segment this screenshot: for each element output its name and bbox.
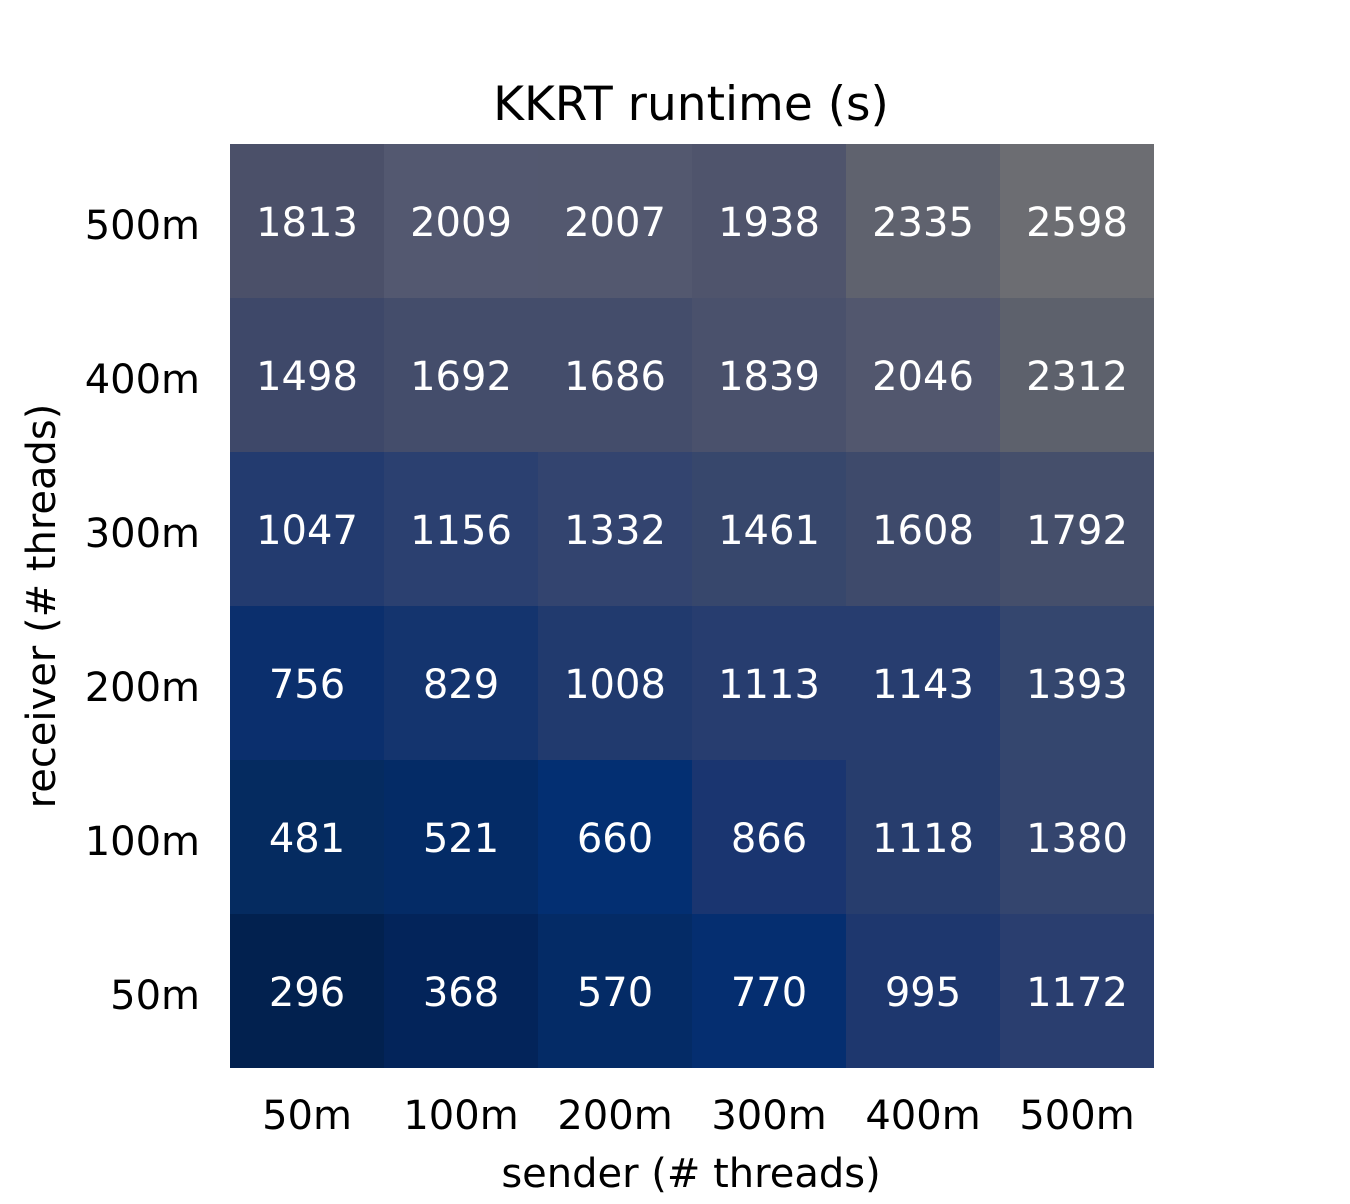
x-tick-label: 500m	[1019, 1093, 1134, 1139]
cell-value-label: 1047	[256, 508, 358, 554]
heatmap-cell	[846, 452, 1000, 606]
heatmap-cell	[538, 298, 692, 452]
heatmap-cell	[230, 298, 384, 452]
heatmap-cells: 1813 2009 2007 1938 2335 2598 1498 1692 1686 1839…	[230, 144, 1154, 1068]
cell-value-label: 1813	[256, 200, 358, 246]
x-tick-label: 50m	[262, 1093, 352, 1139]
heatmap-cell	[692, 452, 846, 606]
heatmap-cell	[384, 452, 538, 606]
heatmap-cell	[384, 606, 538, 760]
heatmap-cell	[384, 914, 538, 1068]
cell-value-label: 660	[577, 816, 653, 862]
cell-value-label: 829	[423, 662, 499, 708]
x-tick-label: 200m	[557, 1093, 672, 1139]
cell-value-label: 1792	[1026, 508, 1128, 554]
x-tick-label: 300m	[711, 1093, 826, 1139]
cell-value-label: 2007	[564, 200, 666, 246]
heatmap-cell	[230, 914, 384, 1068]
cell-value-label: 1839	[718, 354, 820, 400]
y-axis-label: receiver (# threads)	[19, 404, 65, 809]
heatmap-cell	[538, 914, 692, 1068]
heatmap-cell	[538, 606, 692, 760]
cell-value-label: 1008	[564, 662, 666, 708]
cell-value-label: 1332	[564, 508, 666, 554]
heatmap-cell	[230, 452, 384, 606]
cell-value-label: 2009	[410, 200, 512, 246]
heatmap-cell	[846, 298, 1000, 452]
cell-value-label: 1461	[718, 508, 820, 554]
heatmap-cell	[846, 914, 1000, 1068]
heatmap-cell	[1000, 144, 1154, 298]
cell-value-label: 1686	[564, 354, 666, 400]
heatmap-cell	[230, 144, 384, 298]
cell-value-label: 1380	[1026, 816, 1128, 862]
cell-value-label: 368	[423, 970, 499, 1016]
cell-value-label: 866	[731, 816, 807, 862]
cell-value-label: 2046	[872, 354, 974, 400]
heatmap-cell	[692, 606, 846, 760]
cell-value-label: 770	[731, 970, 807, 1016]
heatmap-cell	[846, 606, 1000, 760]
cell-value-label: 481	[269, 816, 345, 862]
heatmap-cell	[538, 144, 692, 298]
x-tick-label: 400m	[865, 1093, 980, 1139]
cell-value-label: 2598	[1026, 200, 1128, 246]
heatmap-cell	[538, 452, 692, 606]
heatmap-cell	[230, 760, 384, 914]
heatmap-cell	[846, 144, 1000, 298]
y-tick-label: 100m	[85, 819, 200, 865]
heatmap-cell	[230, 606, 384, 760]
x-tick-label: 100m	[403, 1093, 518, 1139]
cell-value-label: 1143	[872, 662, 974, 708]
y-tick-label: 200m	[85, 665, 200, 711]
x-axis-label: sender (# threads)	[501, 1151, 880, 1197]
heatmap-cell	[1000, 760, 1154, 914]
cell-value-label: 756	[269, 662, 345, 708]
cell-value-label: 1938	[718, 200, 820, 246]
heatmap-cell	[1000, 452, 1154, 606]
cell-value-label: 1498	[256, 354, 358, 400]
cell-value-label: 2335	[872, 200, 974, 246]
cell-value-label: 1118	[872, 816, 974, 862]
heatmap-cell	[384, 760, 538, 914]
heatmap-cell	[692, 144, 846, 298]
heatmap-cell	[692, 914, 846, 1068]
cell-value-label: 296	[269, 970, 345, 1016]
cell-value-label: 570	[577, 970, 653, 1016]
chart-title: KKRT runtime (s)	[493, 77, 889, 132]
heatmap-cell	[384, 298, 538, 452]
cell-value-label: 1692	[410, 354, 512, 400]
heatmap-cell	[1000, 914, 1154, 1068]
y-tick-labels: 500m 400m 300m 200m 100m 50m	[85, 203, 200, 1019]
heatmap-cell	[1000, 298, 1154, 452]
heatmap-cell	[692, 760, 846, 914]
heatmap-cell	[538, 760, 692, 914]
heatmap-cell	[384, 144, 538, 298]
heatmap-cell	[692, 298, 846, 452]
y-tick-label: 400m	[85, 357, 200, 403]
cell-value-label: 1113	[718, 662, 820, 708]
heatmap-cell	[846, 760, 1000, 914]
cell-value-label: 521	[423, 816, 499, 862]
cell-value-label: 995	[885, 970, 961, 1016]
cell-value-label: 1172	[1026, 970, 1128, 1016]
y-tick-label: 300m	[85, 511, 200, 557]
cell-value-label: 1393	[1026, 662, 1128, 708]
x-tick-labels: 50m 100m 200m 300m 400m 500m	[262, 1093, 1135, 1139]
cell-value-label: 1156	[410, 508, 512, 554]
cell-value-label: 2312	[1026, 354, 1128, 400]
cell-value-label: 1608	[872, 508, 974, 554]
y-tick-label: 50m	[110, 973, 200, 1019]
heatmap-cell	[1000, 606, 1154, 760]
y-tick-label: 500m	[85, 203, 200, 249]
